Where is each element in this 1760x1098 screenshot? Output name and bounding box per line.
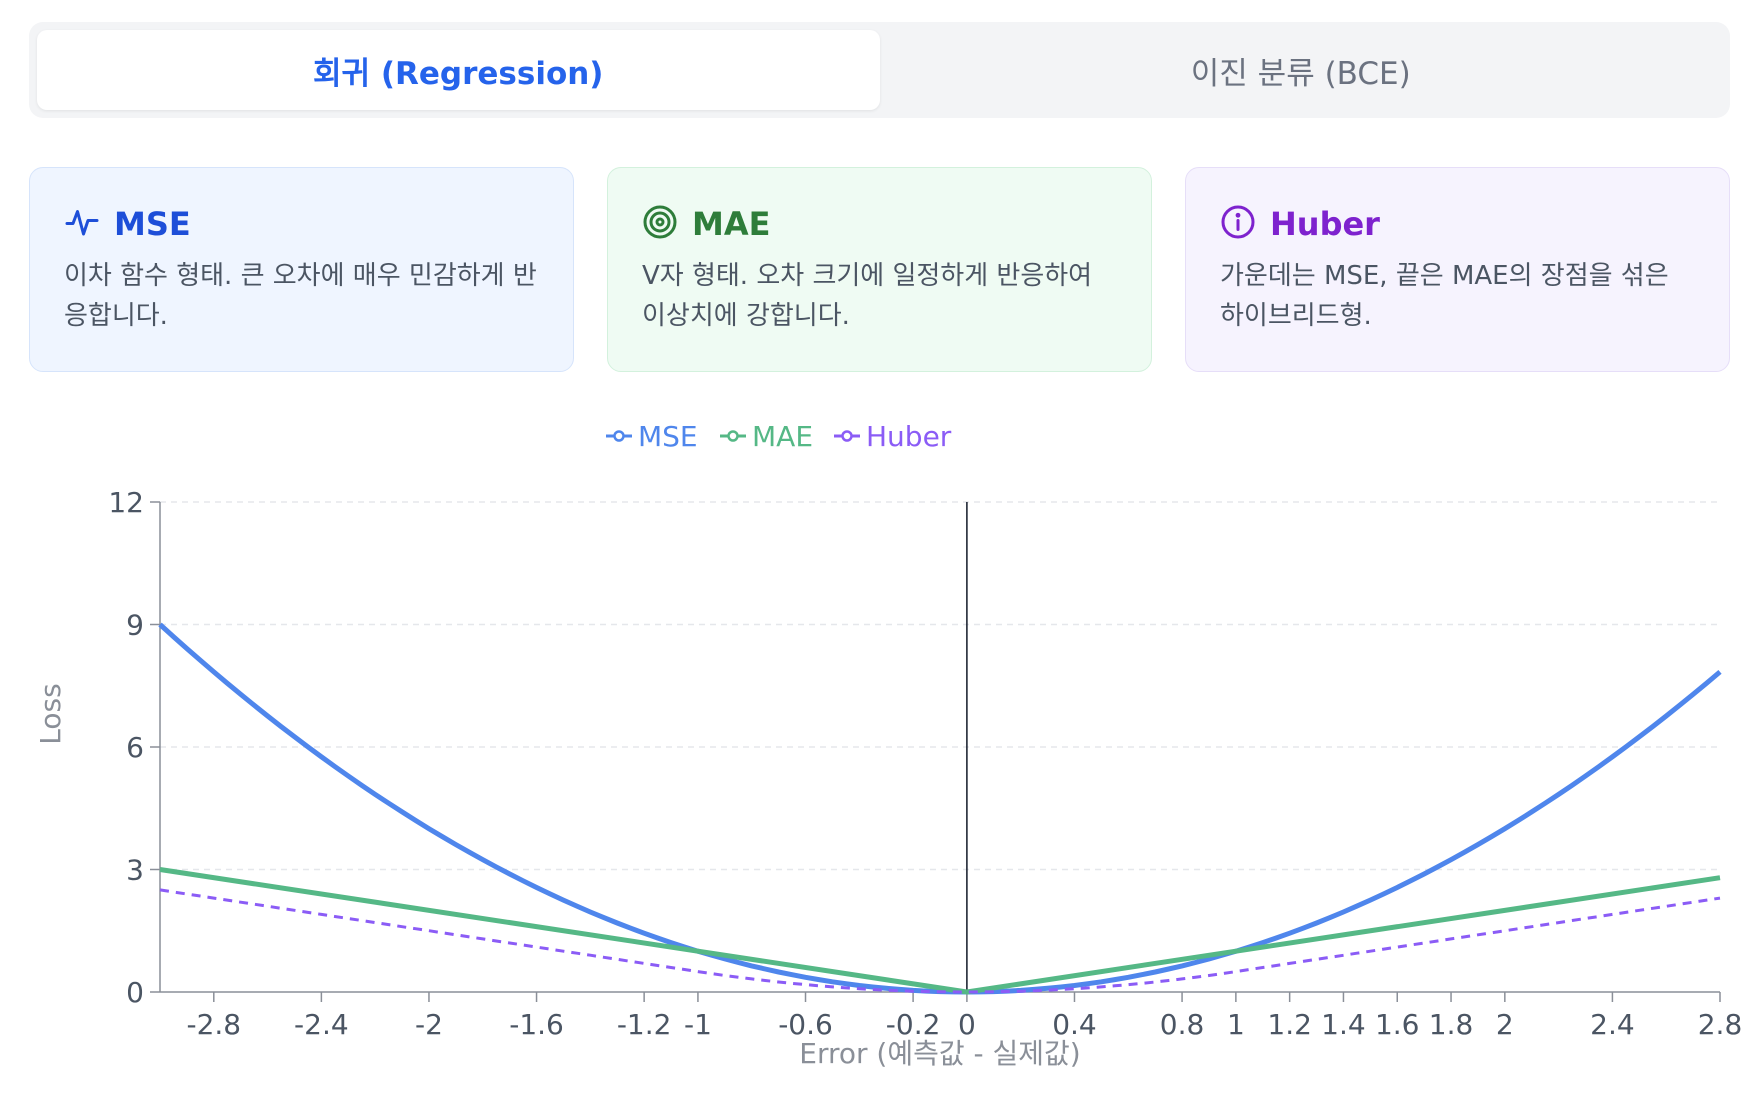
x-tick-label: -0.2	[886, 1008, 941, 1041]
loss-chart: MSE MAE Huber 0 3 6 9 12 -2.8 -2.4 -2 -1.6 -1.2 -1 -0…	[0, 420, 1760, 1098]
legend-swatch-marker	[841, 430, 853, 442]
tab-binary-classification[interactable]: 이진 분류 (BCE)	[1190, 55, 1411, 92]
x-tick-label: 0.4	[1052, 1008, 1097, 1041]
x-tick-label: 1	[1227, 1008, 1245, 1041]
x-tick-label: 1.6	[1375, 1008, 1420, 1041]
series-line-mse	[158, 622, 1722, 995]
huber-card-description: 가운데는 MSE, 끝은 MAE의 장점을 섞은 하이브리드형.	[1220, 261, 1669, 331]
series-line-mae	[159, 867, 1721, 995]
y-tick-label: 6	[126, 731, 144, 764]
chart-legend: MSE MAE Huber	[606, 420, 952, 453]
x-tick-label: 2.8	[1698, 1008, 1743, 1041]
y-tick-label: 12	[108, 486, 144, 519]
x-tick-label: 2	[1496, 1008, 1514, 1041]
mse-card-title: MSE	[114, 205, 191, 243]
y-axis-label: Loss	[34, 683, 67, 744]
x-tick-label: -2.8	[186, 1008, 241, 1041]
y-tick-label: 9	[126, 609, 144, 642]
mae-card: MAE V자 형태. 오차 크기에 일정하게 반응하여 이상치에 강합니다.	[607, 167, 1152, 372]
legend-label: Huber	[866, 420, 952, 453]
x-tick-label: -1	[684, 1008, 712, 1041]
legend-item-huber: Huber	[834, 420, 952, 453]
pulse-icon	[64, 204, 100, 244]
x-tick-label: 1.4	[1321, 1008, 1366, 1041]
chart-grid	[160, 501, 1720, 871]
x-tick-label: -0.6	[778, 1008, 833, 1041]
chart-series	[158, 622, 1722, 995]
mse-card-description: 이차 함수 형태. 큰 오차에 매우 민감하게 반응합니다.	[64, 261, 537, 331]
x-tick-label: -1.2	[617, 1008, 672, 1041]
huber-card-title: Huber	[1270, 205, 1380, 243]
x-tick-label: -2	[415, 1008, 443, 1041]
mae-card-title: MAE	[692, 205, 771, 243]
legend-label: MSE	[638, 420, 698, 453]
x-tick-label: 1.8	[1429, 1008, 1474, 1041]
x-tick-label: 0.8	[1160, 1008, 1205, 1041]
x-tick-label: 2.4	[1590, 1008, 1635, 1041]
x-tick-label: -1.6	[509, 1008, 564, 1041]
mae-card-description: V자 형태. 오차 크기에 일정하게 반응하여 이상치에 강합니다.	[642, 261, 1093, 331]
y-tick-label: 3	[126, 854, 144, 887]
y-tick-label: 0	[126, 976, 144, 1009]
target-icon	[642, 204, 678, 244]
huber-card: Huber 가운데는 MSE, 끝은 MAE의 장점을 섞은 하이브리드형.	[1185, 167, 1730, 372]
x-tick-label: -2.4	[294, 1008, 349, 1041]
x-axis-label: Error (예측값 - 실제값)	[799, 1037, 1080, 1070]
legend-item-mae: MAE	[720, 420, 813, 453]
legend-item-mse: MSE	[606, 420, 698, 453]
tab-regression[interactable]: 회귀 (Regression)	[37, 30, 880, 110]
x-tick-label: 1.2	[1267, 1008, 1312, 1041]
legend-swatch-marker	[727, 430, 739, 442]
series-line-huber	[159, 888, 1721, 994]
info-icon	[1220, 204, 1256, 244]
legend-label: MAE	[752, 420, 813, 453]
loss-info-cards: MSE 이차 함수 형태. 큰 오차에 매우 민감하게 반응합니다. MAE V…	[29, 167, 1730, 372]
legend-swatch-marker	[613, 430, 625, 442]
x-tick-label: 0	[958, 1008, 976, 1041]
mse-card: MSE 이차 함수 형태. 큰 오차에 매우 민감하게 반응합니다.	[29, 167, 574, 372]
tab-bar: 회귀 (Regression) 이진 분류 (BCE)	[29, 22, 1730, 118]
